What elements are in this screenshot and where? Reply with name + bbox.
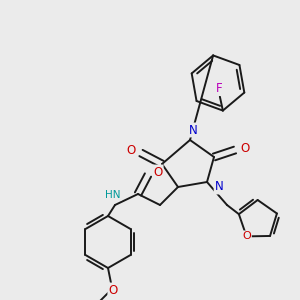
- Text: O: O: [126, 145, 136, 158]
- Text: HN: HN: [105, 190, 121, 200]
- Text: O: O: [108, 284, 118, 296]
- Text: O: O: [242, 231, 251, 242]
- Text: N: N: [214, 181, 224, 194]
- Text: O: O: [240, 142, 250, 154]
- Text: O: O: [153, 166, 163, 178]
- Text: N: N: [189, 124, 197, 136]
- Text: F: F: [215, 82, 222, 95]
